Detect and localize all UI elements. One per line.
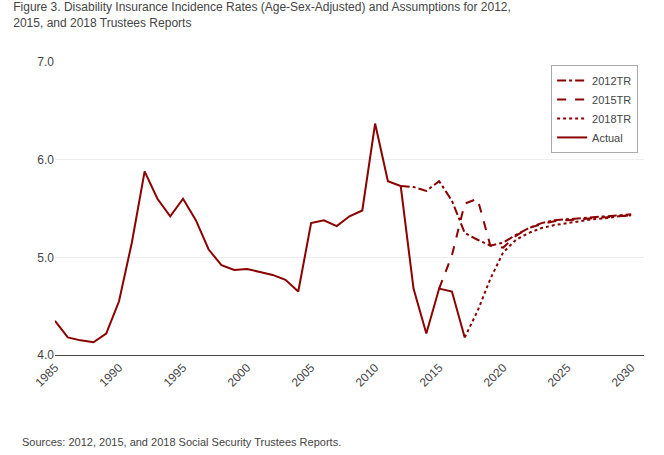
svg-text:2015: 2015: [417, 361, 446, 390]
svg-text:2012TR: 2012TR: [592, 75, 631, 87]
svg-text:2005: 2005: [289, 361, 318, 390]
svg-text:2020: 2020: [481, 361, 510, 390]
svg-text:2010: 2010: [353, 361, 382, 390]
svg-text:7.0: 7.0: [37, 55, 54, 69]
svg-text:2018TR: 2018TR: [592, 113, 631, 125]
svg-text:Actual: Actual: [592, 132, 623, 144]
svg-text:1995: 1995: [161, 361, 190, 390]
svg-text:2000: 2000: [225, 361, 254, 390]
svg-text:1990: 1990: [97, 361, 126, 390]
svg-text:2015TR: 2015TR: [592, 94, 631, 106]
svg-text:4.0: 4.0: [37, 348, 54, 362]
svg-text:Sources: 2012, 2015, and 2018: Sources: 2012, 2015, and 2018 Social Sec…: [22, 436, 341, 448]
svg-text:Figure 3. Disability Insurance: Figure 3. Disability Insurance Incidence…: [13, 0, 511, 30]
svg-text:6.0: 6.0: [37, 153, 54, 167]
svg-text:2025: 2025: [545, 361, 574, 390]
svg-text:5.0: 5.0: [37, 251, 54, 265]
svg-text:1985: 1985: [33, 361, 62, 390]
svg-text:2030: 2030: [609, 361, 638, 390]
